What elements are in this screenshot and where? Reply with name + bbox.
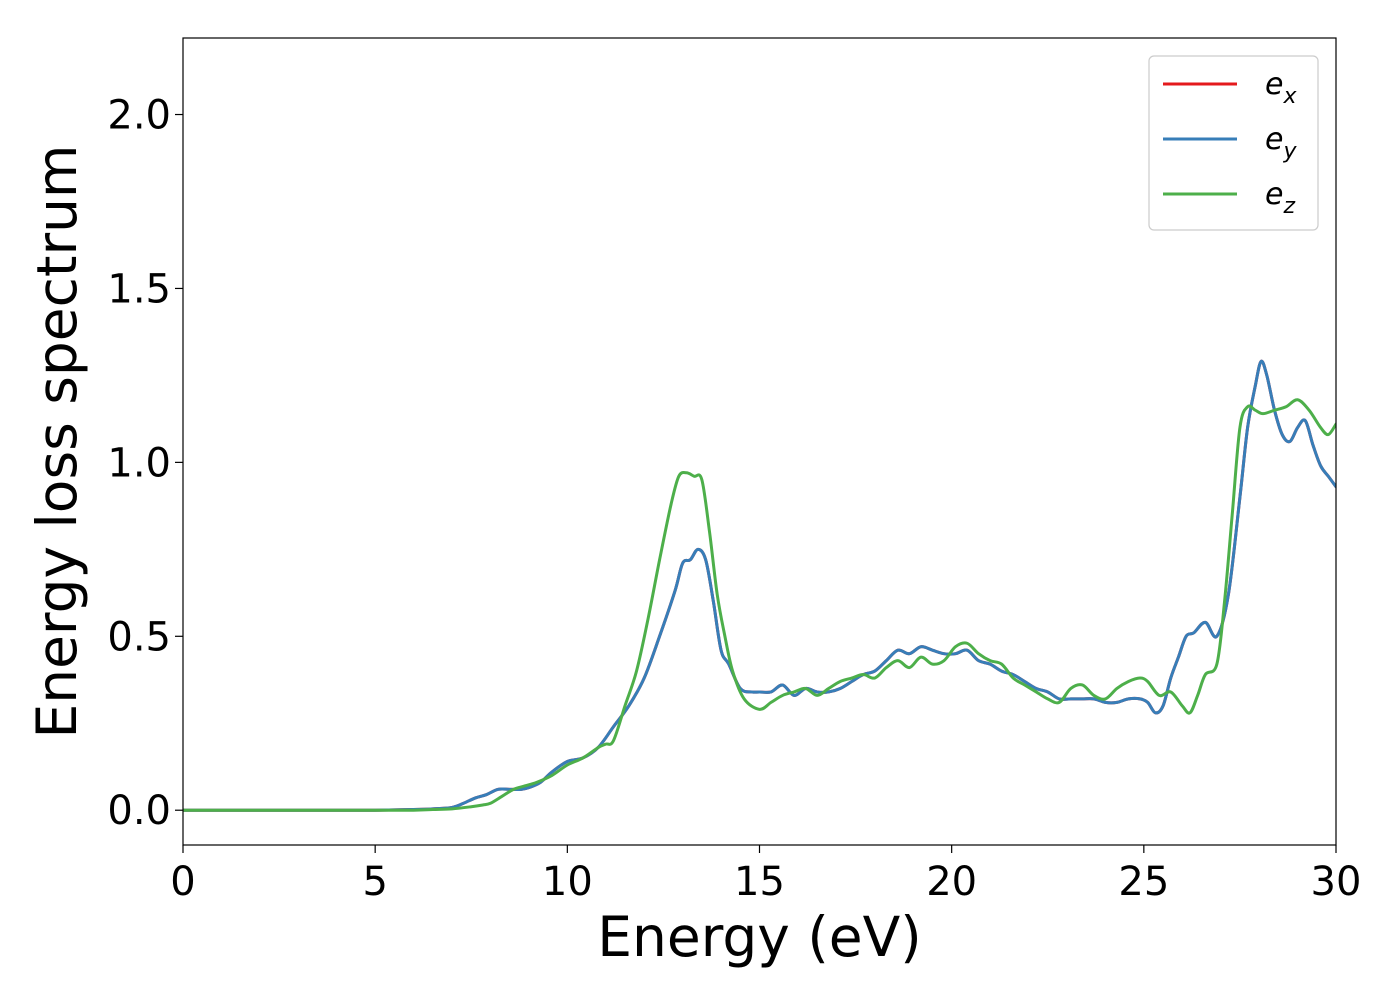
y-tick-label: 2.0 [107, 93, 171, 139]
x-axis: 0 5 10 15 20 25 30 [170, 845, 1361, 905]
series-layer [183, 359, 1336, 812]
x-tick-label: 15 [734, 859, 785, 905]
x-tick-label: 0 [170, 859, 195, 905]
series-line-y [183, 359, 1336, 812]
y-axis: 0.0 0.5 1.0 1.5 2.0 [107, 93, 183, 834]
x-tick-label: 20 [926, 859, 977, 905]
y-tick-label: 1.0 [107, 440, 171, 486]
y-tick-label: 0.0 [107, 788, 171, 834]
x-tick-label: 25 [1118, 859, 1169, 905]
y-tick-label: 0.5 [107, 614, 171, 660]
series-line-z [183, 398, 1336, 812]
legend-label-z: ez [1265, 177, 1295, 219]
x-tick-label: 10 [542, 859, 593, 905]
legend-box [1148, 55, 1319, 231]
y-tick-label: 1.5 [107, 266, 171, 312]
legend-label-y: ey [1265, 122, 1297, 164]
x-tick-label: 30 [1311, 859, 1362, 905]
y-axis-label: Energy loss spectrum [25, 144, 89, 738]
x-tick-label: 5 [362, 859, 387, 905]
legend: ex ey ez [1148, 55, 1319, 231]
legend-label-x: ex [1265, 67, 1297, 109]
x-axis-label: Energy (eV) [597, 905, 921, 969]
